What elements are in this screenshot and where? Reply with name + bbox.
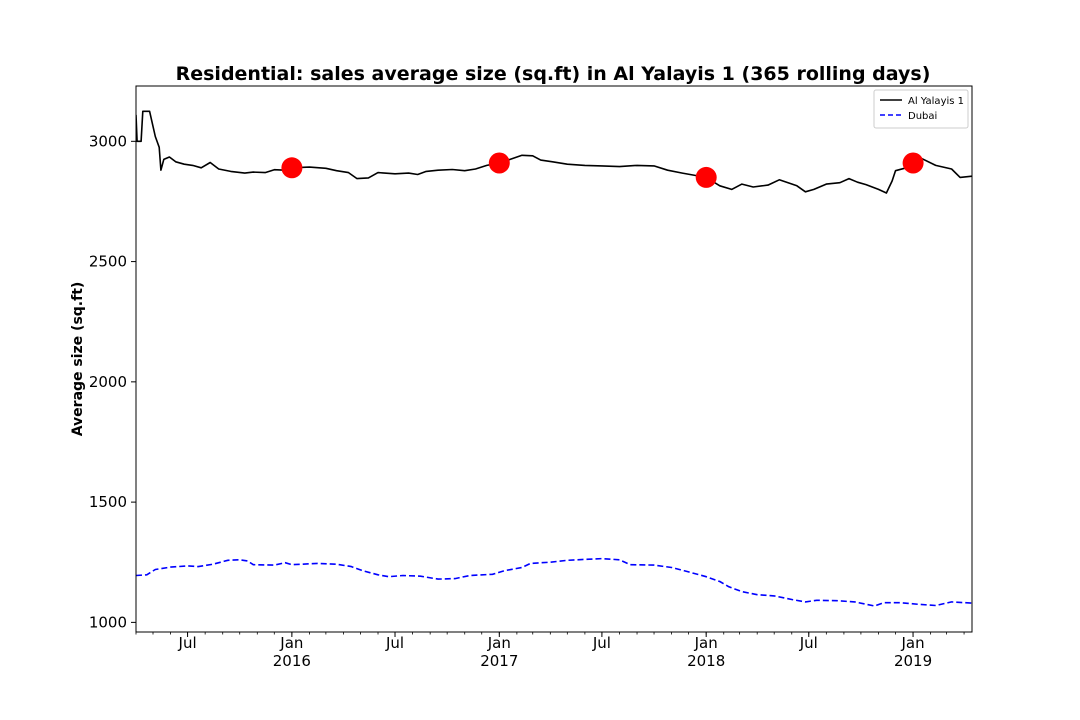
x-tick-label-4: Jul <box>592 634 611 652</box>
highlight-marker-2 <box>695 166 717 188</box>
x-tick-sublabel-3: 2017 <box>480 652 518 670</box>
y-tick-label-2: 2000 <box>89 373 127 391</box>
y-axis-label: Average size (sq.ft) <box>70 282 86 437</box>
highlight-marker-1 <box>488 152 510 174</box>
x-tick-label-2: Jul <box>385 634 404 652</box>
legend-label-0: Al Yalayis 1 <box>908 96 964 107</box>
x-tick-label-3: Jan <box>487 634 511 652</box>
y-tick-label-0: 1000 <box>89 613 127 631</box>
x-tick-label-0: Jul <box>178 634 197 652</box>
x-tick-sublabel-5: 2018 <box>687 652 725 670</box>
plot-frame <box>135 85 973 633</box>
plot-area <box>136 110 972 607</box>
chart-title: Residential: sales average size (sq.ft) … <box>176 63 931 85</box>
x-tick-sublabel-1: 2016 <box>273 652 311 670</box>
legend: Al Yalayis 1 Dubai <box>873 89 969 129</box>
x-tick-label-6: Jul <box>799 634 818 652</box>
series-line-1 <box>136 557 972 607</box>
x-tick-label-7: Jan <box>900 634 924 652</box>
y-tick-label-4: 3000 <box>89 132 127 150</box>
x-tick-sublabel-7: 2019 <box>894 652 932 670</box>
x-tick-label-5: Jan <box>694 634 718 652</box>
series-line-0 <box>136 110 972 194</box>
x-tick-label-1: Jan <box>279 634 303 652</box>
highlight-marker-0 <box>281 157 303 179</box>
y-tick-label-3: 2500 <box>89 253 127 271</box>
y-tick-label-1: 1500 <box>89 493 127 511</box>
legend-label-1: Dubai <box>908 111 937 122</box>
series-group <box>136 110 972 607</box>
highlight-marker-3 <box>902 152 924 174</box>
